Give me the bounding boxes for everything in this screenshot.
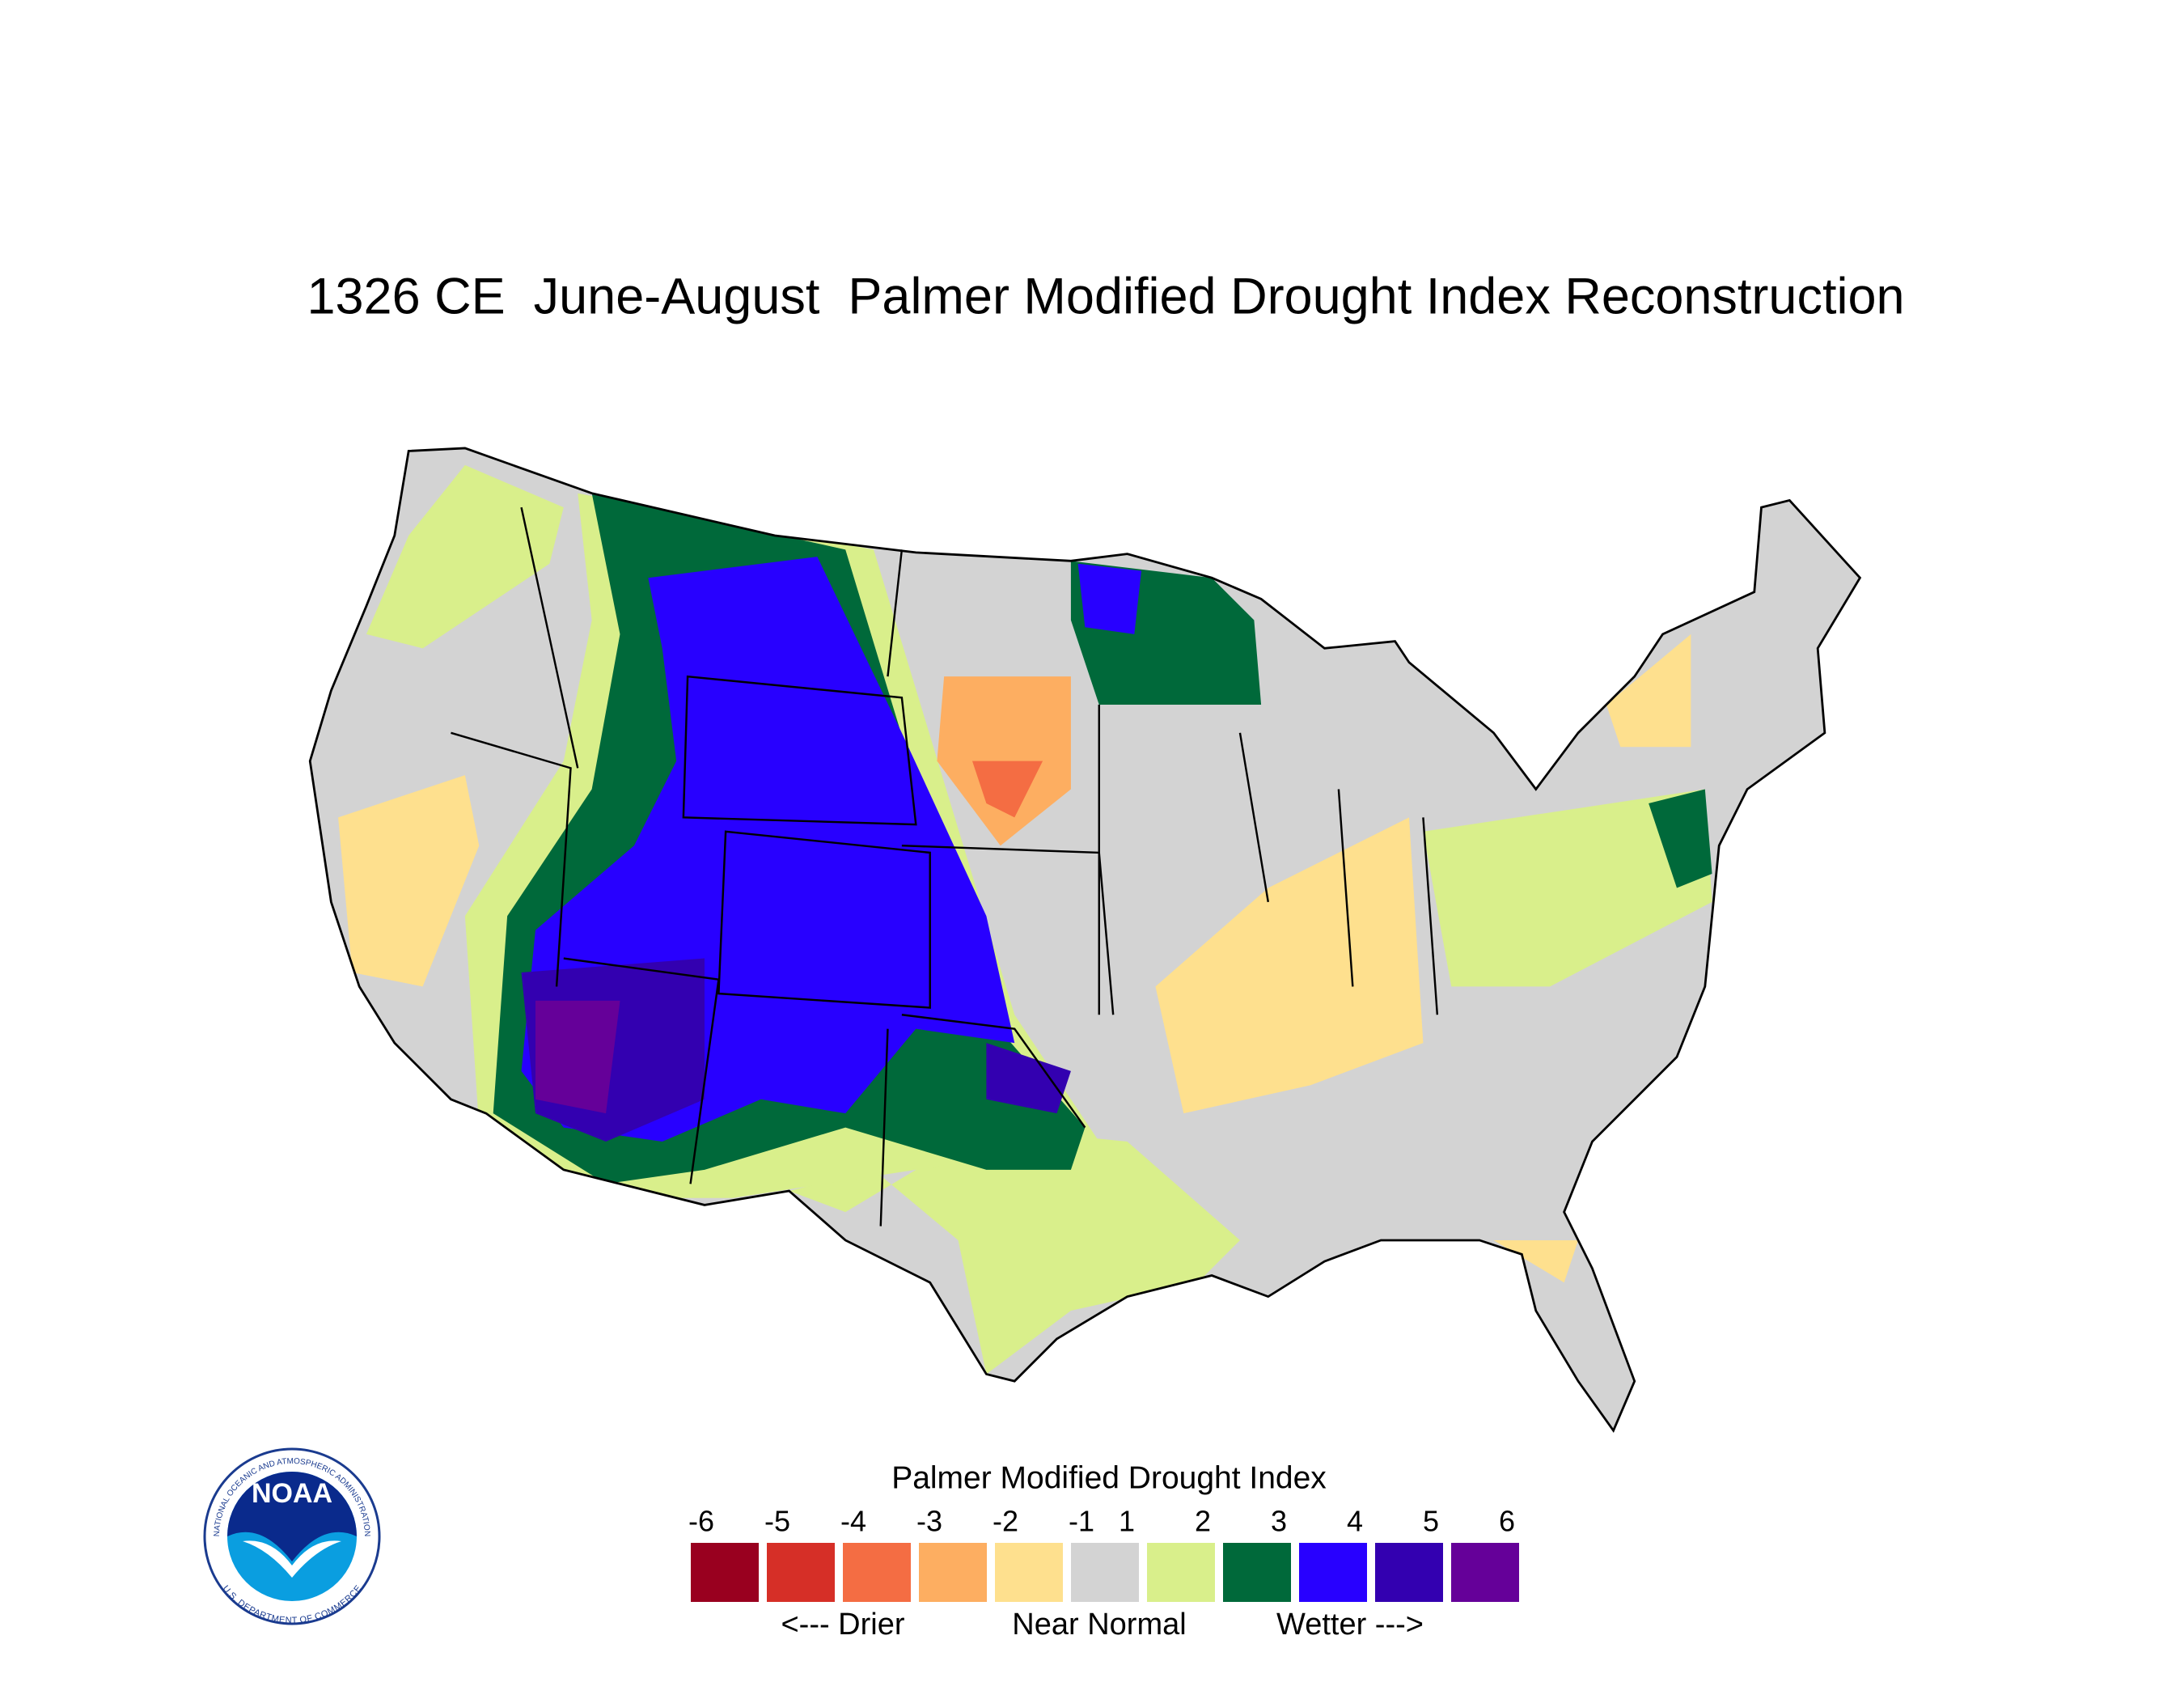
extreme-wet-area — [1077, 563, 1142, 634]
legend-swatch — [1071, 1543, 1139, 1602]
legend-swatch — [691, 1543, 759, 1602]
very-wet-area — [1649, 789, 1712, 888]
extreme-wet-area — [535, 1000, 620, 1114]
noaa-logo: NOAA NATIONAL OCEANIC AND ATMOSPHERIC AD… — [203, 1447, 381, 1625]
extreme-wet-area — [986, 1043, 1071, 1114]
drought-field — [310, 447, 1860, 1431]
logo-sky — [227, 1472, 357, 1561]
legend-tick-label: 3 — [1271, 1505, 1287, 1538]
wet-area — [789, 1127, 1240, 1375]
legend-annotation: Wetter ---> — [1276, 1608, 1424, 1642]
legend-tick-label: -3 — [916, 1505, 942, 1538]
state-borders — [451, 506, 1439, 1227]
wet-area — [366, 464, 564, 649]
legend-tick-label: -2 — [993, 1505, 1018, 1538]
dry-area — [937, 676, 1071, 846]
legend-tick-label: -5 — [764, 1505, 790, 1538]
legend: -6 -5 -4 -3 -2 -1 1 2 3 4 5 6 <--- Drier Near Normal W… — [688, 1505, 1519, 1642]
legend-swatch — [1451, 1543, 1519, 1602]
legend-swatch — [1223, 1543, 1291, 1602]
legend-tick-label: 4 — [1347, 1505, 1363, 1538]
legend-tick-label: 2 — [1195, 1505, 1211, 1538]
logo-bird — [243, 1540, 341, 1578]
dry-area — [1155, 817, 1424, 1114]
legend-annotation: <--- Drier — [781, 1608, 904, 1642]
legend-swatch — [1375, 1543, 1443, 1602]
legend-tick-label: 1 — [1119, 1505, 1135, 1538]
very-dry-area — [971, 761, 1043, 818]
legend-title: Palmer Modified Drought Index — [891, 1460, 1327, 1495]
legend-swatch — [1299, 1543, 1367, 1602]
legend-tick-label: -1 — [1069, 1505, 1094, 1538]
legend-tick-label: 5 — [1423, 1505, 1439, 1538]
legend-swatch — [1147, 1543, 1215, 1602]
legend-swatch — [767, 1543, 835, 1602]
legend-tick-label: -6 — [688, 1505, 714, 1538]
legend-swatch — [919, 1543, 987, 1602]
wet-area — [1423, 789, 1712, 987]
legend-swatch — [995, 1543, 1063, 1602]
dry-area — [338, 775, 480, 987]
dry-area — [1606, 633, 1691, 748]
us-map — [308, 447, 1861, 1432]
legend-tick-label: -4 — [840, 1505, 866, 1538]
legend-annotation: Near Normal — [1012, 1608, 1186, 1642]
logo-name: NOAA — [252, 1478, 332, 1509]
map-title: 1326 CE June-August Palmer Modified Drou… — [307, 269, 1904, 325]
legend-swatch — [843, 1543, 911, 1602]
legend-tick-label: 6 — [1499, 1505, 1515, 1538]
